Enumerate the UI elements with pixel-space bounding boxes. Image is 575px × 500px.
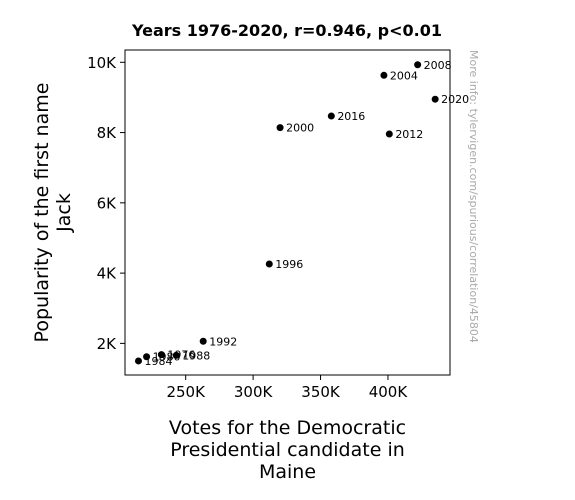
chart-title: Years 1976-2020, r=0.946, p<0.01 (131, 21, 442, 40)
data-point-label: 1992 (209, 335, 237, 348)
x-tick-label: 350K (301, 383, 341, 401)
data-point-label: 1976 (167, 349, 195, 362)
x-tick-label: 400K (369, 383, 409, 401)
data-point (431, 95, 439, 103)
data-point-label: 1996 (275, 258, 303, 271)
data-point (265, 260, 273, 268)
x-tick-label: 300K (234, 383, 274, 401)
plot-frame (124, 49, 451, 376)
data-point (199, 337, 207, 345)
y-axis-ticks: 2K 4K 6K 8K 10K (87, 54, 125, 353)
data-point (327, 112, 335, 120)
data-point-label: 2012 (395, 128, 423, 141)
y-tick-label: 2K (97, 335, 118, 353)
y-tick-label: 4K (97, 265, 118, 283)
data-point-label: 2000 (286, 122, 314, 135)
plot-area (125, 50, 450, 375)
data-point (157, 351, 165, 359)
x-axis-ticks: 250K 300K 350K 400K (166, 375, 408, 401)
watermark-text: More info: tylervigen.com/spurious/corre… (467, 50, 480, 343)
data-point-label: 2020 (441, 93, 469, 106)
data-point (134, 357, 142, 365)
data-point (172, 351, 180, 359)
data-point-label: 2016 (337, 110, 365, 123)
data-point (414, 61, 422, 69)
x-axis-label-line: Maine (259, 461, 316, 483)
y-axis-label: Popularity of the first name Jack (31, 83, 75, 343)
data-point-label: 2004 (390, 69, 418, 82)
data-point-label: 2008 (424, 59, 452, 72)
data-point-label: 1988 (182, 349, 210, 362)
data-point (143, 353, 151, 361)
data-point (380, 71, 388, 79)
data-point (276, 124, 284, 132)
x-axis-label-line: Presidential candidate in (170, 439, 405, 461)
y-tick-label: 8K (97, 124, 118, 142)
data-point (385, 130, 393, 138)
data-point-label: 1984 (144, 355, 172, 368)
x-tick-label: 250K (166, 383, 206, 401)
y-tick-label: 10K (87, 54, 117, 72)
y-axis-label-line: Popularity of the first name (31, 83, 53, 343)
y-axis-label-line: Jack (53, 193, 75, 233)
x-axis-label-line: Votes for the Democratic (169, 417, 406, 439)
y-tick-label: 6K (97, 194, 118, 212)
